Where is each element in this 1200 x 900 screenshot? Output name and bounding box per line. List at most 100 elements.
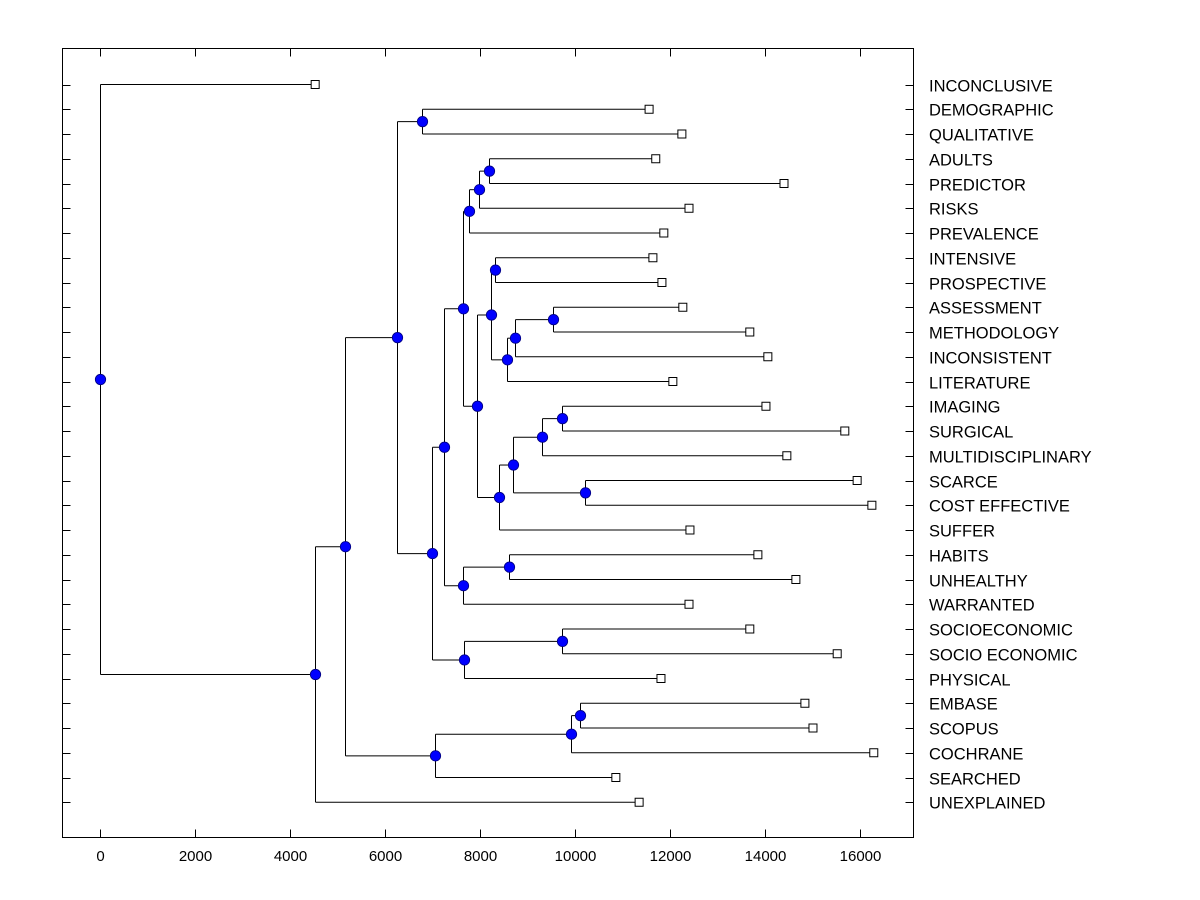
cluster-node [458, 654, 471, 666]
leaf-marker [648, 253, 658, 263]
cluster-node [556, 413, 569, 425]
leaf-label: PREVALENCE [929, 226, 1039, 244]
tree-nodes [94, 116, 592, 762]
leaf-label: INTENSIVE [929, 251, 1016, 269]
cluster-node [457, 580, 470, 592]
x-tick-label: 4000 [274, 848, 307, 865]
cluster-node [473, 184, 486, 196]
leaf-label: SOCIO ECONOMIC [929, 647, 1078, 665]
leaf-marker [659, 228, 669, 238]
leaf-marker [782, 451, 792, 461]
cluster-node [556, 635, 569, 647]
leaf-marker [668, 377, 678, 386]
x-tick-label: 2000 [179, 848, 212, 865]
leaf-label: HABITS [929, 548, 989, 566]
leaf-label: INCONSISTENT [929, 350, 1052, 368]
cluster-node [339, 541, 352, 553]
leaf-marker [677, 129, 687, 139]
cluster-node [416, 116, 429, 128]
x-axis-tick-labels: 0 2000 4000 6000 8000 10000 12000 14000 16000 [96, 848, 881, 865]
leaf-label: INCONCLUSIVE [929, 78, 1053, 96]
leaf-marker [791, 575, 801, 584]
leaf-marker [656, 674, 666, 683]
leaf-label: ADULTS [929, 152, 993, 170]
leaf-label: PHYSICAL [929, 672, 1011, 690]
cluster-node [438, 441, 451, 453]
x-tick-label: 8000 [464, 848, 497, 865]
cluster-node [503, 561, 516, 573]
leaf-marker [745, 327, 755, 337]
axis-ticks [62, 48, 914, 838]
leaf-label: COCHRANE [929, 746, 1023, 764]
leaf-marker [779, 179, 789, 188]
cluster-node [574, 710, 587, 722]
cluster-node [536, 431, 549, 443]
leaf-marker [685, 525, 695, 535]
cluster-node [391, 332, 404, 344]
leaf-marker [644, 104, 654, 114]
x-tick-label: 14000 [745, 848, 787, 865]
leaf-marker [753, 550, 763, 560]
leaf-label: EMBASE [929, 696, 998, 714]
leaf-label: SOCIOECONOMIC [929, 622, 1073, 640]
leaf-marker [840, 426, 850, 436]
leaf-label: UNEXPLAINED [929, 795, 1046, 813]
plot-frame [62, 48, 914, 838]
cluster-node [426, 547, 439, 560]
leaf-label: SEARCHED [929, 771, 1021, 789]
x-tick-label: 10000 [555, 848, 597, 865]
cluster-node [489, 264, 502, 276]
leaf-marker [867, 500, 877, 510]
x-tick-label: 12000 [650, 848, 692, 865]
cluster-node [463, 205, 476, 217]
tree-leaves [310, 80, 879, 807]
leaf-label: UNHEALTHY [929, 573, 1028, 591]
cluster-node [471, 400, 484, 412]
tree-edges [100, 84, 874, 803]
leaf-labels: INCONCLUSIVE DEMOGRAPHIC QUALITATIVE ADULTS… [929, 78, 1092, 813]
leaf-marker [761, 401, 771, 411]
x-tick-label: 6000 [369, 848, 402, 865]
leaf-label: RISKS [929, 201, 979, 219]
cluster-node [547, 314, 560, 326]
leaf-marker [684, 203, 694, 213]
x-tick-label: 0 [96, 848, 104, 865]
leaf-marker [869, 748, 879, 758]
cluster-node [483, 165, 496, 177]
cluster-node [94, 373, 107, 386]
cluster-node [579, 487, 592, 499]
leaf-label: COST EFFECTIVE [929, 498, 1070, 516]
leaf-label: PROSPECTIVE [929, 276, 1046, 294]
leaf-label: SCARCE [929, 474, 998, 492]
leaf-label: IMAGING [929, 399, 1001, 417]
cluster-node [493, 491, 506, 504]
leaf-label: METHODOLOGY [929, 325, 1059, 343]
cluster-node [565, 728, 578, 740]
cluster-node [429, 750, 442, 762]
leaf-label: MULTIDISCIPLINARY [929, 449, 1092, 467]
leaf-marker [800, 698, 810, 708]
leaf-label: WARRANTED [929, 597, 1035, 615]
cluster-node [501, 354, 514, 366]
leaf-label: ASSESSMENT [929, 300, 1042, 318]
cluster-node [509, 332, 522, 344]
leaf-label: DEMOGRAPHIC [929, 102, 1054, 120]
cluster-node [309, 668, 322, 681]
cluster-node [507, 459, 520, 471]
leaf-label: PREDICTOR [929, 177, 1026, 195]
leaf-marker [678, 302, 688, 312]
leaf-marker [745, 624, 755, 634]
cluster-node [485, 309, 498, 321]
leaf-marker [634, 797, 644, 807]
leaf-marker [657, 278, 667, 287]
leaf-marker [808, 723, 818, 733]
leaf-label: SUFFER [929, 523, 995, 541]
cluster-node [457, 303, 470, 315]
leaf-marker [832, 649, 842, 659]
leaf-marker [651, 154, 661, 164]
leaf-marker [611, 773, 621, 782]
leaf-label: SCOPUS [929, 721, 999, 739]
leaf-marker [684, 599, 694, 609]
leaf-marker [852, 476, 862, 485]
